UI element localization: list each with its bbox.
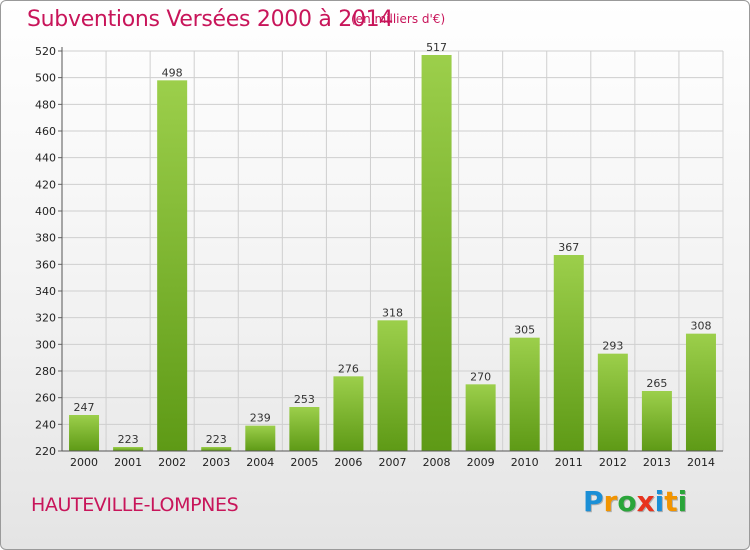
- x-tick-label: 2003: [202, 456, 230, 469]
- data-label: 517: [426, 41, 447, 54]
- data-label: 223: [206, 433, 227, 446]
- y-tick-label: 460: [35, 125, 56, 138]
- data-label: 239: [250, 412, 271, 425]
- y-tick-label: 420: [35, 178, 56, 191]
- x-tick-label: 2004: [246, 456, 274, 469]
- bar: [685, 333, 716, 451]
- y-tick-label: 480: [35, 98, 56, 111]
- y-tick-label: 300: [35, 338, 56, 351]
- x-tick-label: 2002: [158, 456, 186, 469]
- data-label: 293: [602, 340, 623, 353]
- data-label: 247: [74, 401, 95, 414]
- bar: [641, 391, 672, 451]
- commune-name: HAUTEVILLE-LOMPNES: [31, 494, 239, 516]
- axes: 220 240 260 280 300 320 340 360 380 400 420 440 460 4…: [35, 45, 723, 469]
- x-tick-label: 2013: [643, 456, 671, 469]
- y-tick-label: 500: [35, 72, 56, 85]
- chart-title: Subventions Versées 2000 à 2014: [27, 7, 394, 32]
- bar: [245, 425, 276, 451]
- data-label: 305: [514, 324, 535, 337]
- bar: [157, 80, 188, 451]
- data-label: 270: [470, 370, 491, 383]
- x-tick-label: 2011: [555, 456, 583, 469]
- y-tick-label: 360: [35, 258, 56, 271]
- bar: [597, 353, 628, 451]
- bar: [289, 407, 320, 451]
- y-tick-label: 520: [35, 45, 56, 58]
- bar: [69, 415, 100, 451]
- y-tick-label: 240: [35, 418, 56, 431]
- logo-letter: t: [664, 485, 678, 518]
- y-tick-label: 260: [35, 392, 56, 405]
- bar: [509, 337, 540, 451]
- data-label: 498: [162, 66, 183, 79]
- x-tick-label: 2012: [599, 456, 627, 469]
- data-label: 308: [690, 320, 711, 333]
- x-tick-label: 2010: [511, 456, 539, 469]
- x-tick-label: 2007: [379, 456, 407, 469]
- bar: [465, 384, 496, 451]
- logo-letter: P: [583, 485, 604, 518]
- bar: [333, 376, 364, 451]
- bar: [421, 55, 452, 451]
- y-tick-label: 320: [35, 312, 56, 325]
- bar: [113, 447, 144, 451]
- x-tick-label: 2006: [334, 456, 362, 469]
- data-label: 276: [338, 362, 359, 375]
- y-tick-label: 340: [35, 285, 56, 298]
- y-tick-label: 440: [35, 152, 56, 165]
- bar: [553, 255, 584, 451]
- logo-letter: i: [654, 485, 665, 518]
- proxiti-logo[interactable]: Proxiti: [583, 485, 687, 518]
- logo-letter: i: [677, 485, 688, 518]
- x-tick-label: 2005: [290, 456, 318, 469]
- logo-letter: r: [603, 485, 618, 518]
- data-label: 318: [382, 306, 403, 319]
- y-tick-label: 280: [35, 365, 56, 378]
- x-tick-label: 2009: [467, 456, 495, 469]
- y-tick-label: 400: [35, 205, 56, 218]
- y-tick-label: 220: [35, 445, 56, 458]
- data-label: 265: [646, 377, 667, 390]
- x-tick-label: 2001: [114, 456, 142, 469]
- bar: [377, 320, 408, 451]
- data-label: 253: [294, 393, 315, 406]
- data-label: 223: [118, 433, 139, 446]
- data-labels: 247 223 498 223 239 253 276 318 517 270 305 367 293 2…: [74, 41, 712, 446]
- data-label: 367: [558, 241, 579, 254]
- bar: [201, 447, 232, 451]
- logo-letter: o: [617, 485, 637, 518]
- chart-unit-note: (en milliers d'€): [351, 12, 446, 26]
- x-tick-label: 2008: [423, 456, 451, 469]
- x-tick-label: 2014: [687, 456, 715, 469]
- bars: [69, 55, 716, 451]
- y-tick-label: 380: [35, 232, 56, 245]
- logo-letter: x: [636, 485, 655, 518]
- x-tick-label: 2000: [70, 456, 98, 469]
